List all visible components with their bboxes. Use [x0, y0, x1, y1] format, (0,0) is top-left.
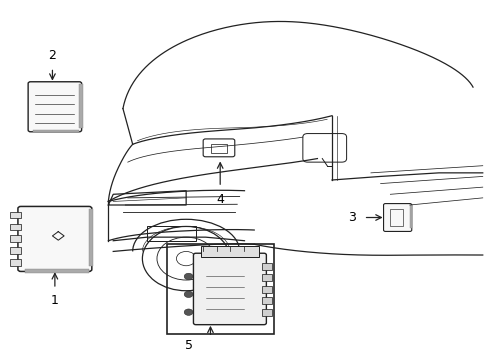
Text: 3: 3: [348, 211, 356, 224]
Bar: [211, 144, 226, 153]
Bar: [10, 212, 21, 218]
Text: 2: 2: [48, 49, 56, 62]
Bar: [261, 263, 272, 270]
Bar: [147, 226, 196, 241]
FancyBboxPatch shape: [28, 82, 81, 132]
Bar: [10, 224, 21, 230]
Bar: [10, 235, 21, 242]
Bar: [166, 244, 273, 334]
Bar: [33, 130, 79, 132]
Bar: [261, 274, 272, 282]
Bar: [25, 269, 89, 273]
Bar: [89, 208, 93, 266]
Text: 1: 1: [51, 294, 59, 307]
Bar: [10, 259, 21, 266]
Bar: [389, 208, 402, 226]
FancyBboxPatch shape: [193, 253, 266, 325]
FancyBboxPatch shape: [383, 203, 411, 231]
Text: 5: 5: [184, 339, 192, 352]
Bar: [261, 297, 272, 304]
Text: 4: 4: [216, 193, 224, 206]
Circle shape: [184, 291, 193, 297]
Bar: [201, 246, 259, 257]
Circle shape: [184, 309, 193, 315]
Bar: [409, 205, 411, 228]
Bar: [79, 84, 82, 128]
Bar: [261, 286, 272, 293]
Bar: [261, 309, 272, 316]
Circle shape: [184, 273, 193, 280]
FancyBboxPatch shape: [18, 206, 92, 271]
Bar: [10, 247, 21, 254]
